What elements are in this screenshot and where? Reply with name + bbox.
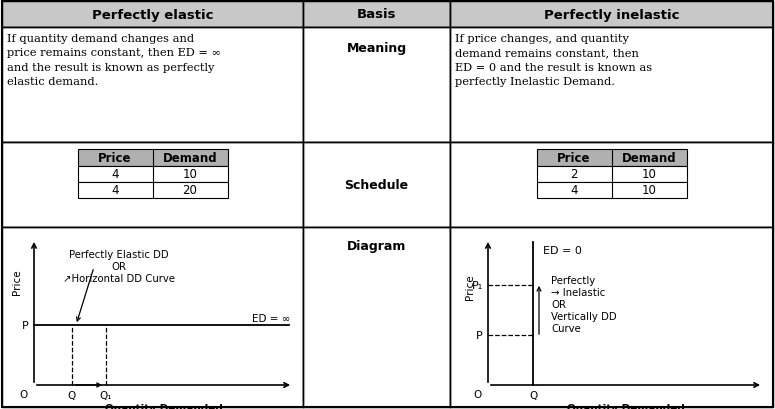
Bar <box>450 2 773 28</box>
Bar <box>78 166 228 182</box>
Text: 10: 10 <box>183 168 198 181</box>
Text: 10: 10 <box>642 184 656 197</box>
Text: P: P <box>477 330 483 340</box>
Text: Meaning: Meaning <box>346 42 407 55</box>
Text: P: P <box>22 320 29 330</box>
Text: If price changes, and quantity
demand remains constant, then
ED = 0 and the resu: If price changes, and quantity demand re… <box>455 34 652 87</box>
Bar <box>303 143 450 227</box>
Text: Demand: Demand <box>163 152 217 164</box>
Text: Price: Price <box>557 152 591 164</box>
Bar <box>303 28 450 143</box>
Text: Vertically DD: Vertically DD <box>551 311 617 321</box>
Text: OR: OR <box>551 299 566 309</box>
Text: Basis: Basis <box>356 9 396 21</box>
Text: 2: 2 <box>570 168 577 181</box>
Text: Q: Q <box>68 390 76 400</box>
Text: OR: OR <box>112 261 126 271</box>
Text: Quantity Demanded: Quantity Demanded <box>567 403 684 409</box>
Text: Schedule: Schedule <box>344 179 408 191</box>
Bar <box>536 182 687 198</box>
Bar <box>450 28 773 143</box>
Text: → Inelastic: → Inelastic <box>551 287 605 297</box>
Text: 4: 4 <box>570 184 577 197</box>
Text: 10: 10 <box>642 168 656 181</box>
Bar <box>536 166 687 182</box>
Bar <box>2 143 303 227</box>
Text: 4: 4 <box>112 168 119 181</box>
Text: Perfectly elastic: Perfectly elastic <box>91 9 213 21</box>
Text: 20: 20 <box>183 184 198 197</box>
Text: Demand: Demand <box>622 152 677 164</box>
Text: Diagram: Diagram <box>347 239 406 252</box>
Bar <box>303 2 450 28</box>
Bar <box>303 227 450 407</box>
Bar <box>2 227 303 407</box>
Text: P₁: P₁ <box>472 280 483 290</box>
Bar <box>78 182 228 198</box>
Bar <box>78 150 228 166</box>
Text: Quantity Demanded: Quantity Demanded <box>105 403 222 409</box>
Text: Q₁: Q₁ <box>100 390 112 400</box>
Text: Perfectly inelastic: Perfectly inelastic <box>544 9 679 21</box>
Bar <box>450 143 773 227</box>
Text: Q: Q <box>529 390 537 400</box>
Text: ED = 0: ED = 0 <box>543 245 582 255</box>
Text: ED = ∞: ED = ∞ <box>252 313 290 323</box>
Text: ↗Horizontal DD Curve: ↗Horizontal DD Curve <box>63 273 175 283</box>
Text: O: O <box>474 389 482 399</box>
Text: 4: 4 <box>112 184 119 197</box>
Bar <box>450 227 773 407</box>
Bar <box>536 150 687 166</box>
Text: Price: Price <box>465 274 475 299</box>
Text: If quantity demand changes and
price remains constant, then ED = ∞
and the resul: If quantity demand changes and price rem… <box>7 34 221 87</box>
Text: Price: Price <box>12 269 22 294</box>
Text: Perfectly: Perfectly <box>551 275 595 285</box>
Text: Curve: Curve <box>551 323 580 333</box>
Text: Perfectly Elastic DD: Perfectly Elastic DD <box>69 249 169 259</box>
Text: O: O <box>19 389 28 399</box>
Bar <box>2 2 303 28</box>
Text: Price: Price <box>98 152 132 164</box>
Bar <box>2 28 303 143</box>
